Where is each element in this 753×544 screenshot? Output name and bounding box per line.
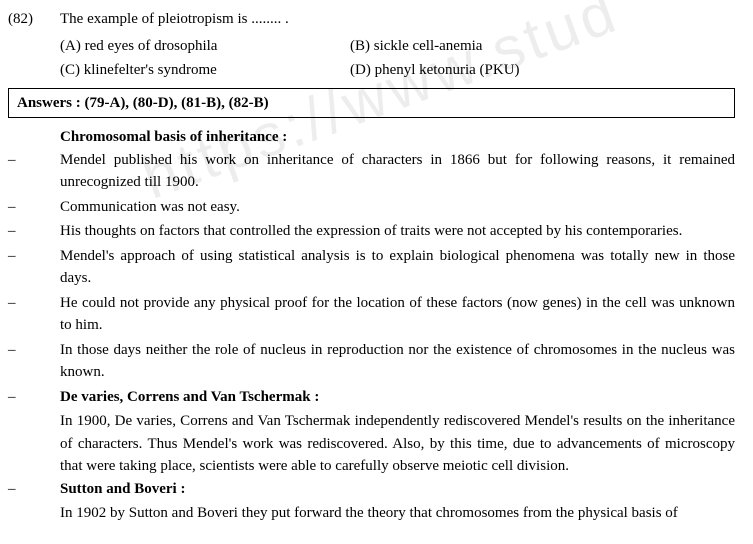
dash-icon: – [8,245,60,290]
dash-icon: – [8,149,60,194]
question-text: The example of pleiotropism is ........ … [60,8,735,31]
heading-de-varies: De varies, Correns and Van Tschermak : [60,386,735,409]
bullet-text-3: His thoughts on factors that controlled … [60,220,735,243]
option-d: (D) phenyl ketonuria (PKU) [350,59,735,82]
dash-icon: – [8,292,60,337]
option-a: (A) red eyes of drosophila [60,35,350,58]
bullet-text-4: Mendel's approach of using statistical a… [60,245,735,290]
para-de-varies: In 1900, De varies, Correns and Van Tsch… [60,410,735,478]
bullet-row-3: – His thoughts on factors that controlle… [8,220,735,243]
section-sutton: – Sutton and Boveri : [8,478,735,501]
section-de-varies: – De varies, Correns and Van Tschermak : [8,386,735,409]
bullet-row-1: – Mendel published his work on inheritan… [8,149,735,194]
heading-sutton: Sutton and Boveri : [60,478,735,501]
question-row: (82) The example of pleiotropism is ....… [8,8,735,31]
dash-icon: – [8,220,60,243]
bullet-text-2: Communication was not easy. [60,196,735,219]
options-row-1: (A) red eyes of drosophila (B) sickle ce… [60,35,735,58]
option-c: (C) klinefelter's syndrome [60,59,350,82]
dash-icon: – [8,339,60,384]
answers-box: Answers : (79-A), (80-D), (81-B), (82-B) [8,88,735,119]
bullet-row-6: – In those days neither the role of nucl… [8,339,735,384]
bullet-row-4: – Mendel's approach of using statistical… [8,245,735,290]
question-number: (82) [8,8,60,31]
dash-icon: – [8,196,60,219]
option-b: (B) sickle cell-anemia [350,35,735,58]
dash-icon: – [8,478,60,501]
bullet-text-1: Mendel published his work on inheritance… [60,149,735,194]
dash-icon: – [8,386,60,409]
page-content: (82) The example of pleiotropism is ....… [8,8,735,525]
options-row-2: (C) klinefelter's syndrome (D) phenyl ke… [60,59,735,82]
bullet-text-5: He could not provide any physical proof … [60,292,735,337]
heading-chromosomal: Chromosomal basis of inheritance : [60,126,735,149]
bullet-row-5: – He could not provide any physical proo… [8,292,735,337]
bullet-row-2: – Communication was not easy. [8,196,735,219]
para-sutton: In 1902 by Sutton and Boveri they put fo… [60,502,735,525]
bullet-text-6: In those days neither the role of nucleu… [60,339,735,384]
